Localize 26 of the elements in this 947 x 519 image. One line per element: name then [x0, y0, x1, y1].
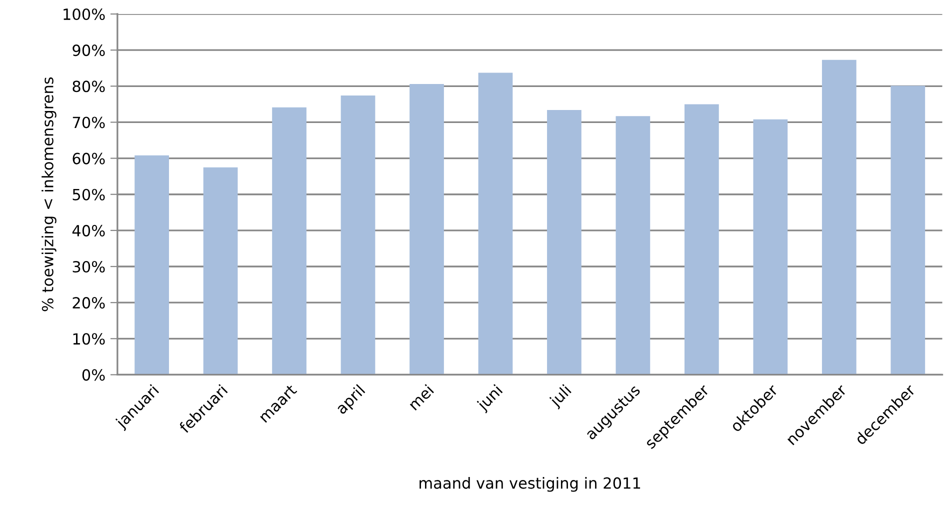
y-tick-label: 90%	[72, 44, 105, 56]
y-tick-label: 30%	[72, 260, 105, 273]
x-tick-label: juli	[548, 384, 574, 410]
x-axis-title: maand van vestiging in 2011	[420, 476, 640, 492]
bar	[547, 110, 582, 375]
bar	[134, 155, 169, 375]
y-tick-label: 40%	[72, 224, 105, 236]
y-tick-label: 50%	[72, 188, 105, 200]
y-tick-label: 60%	[72, 152, 105, 164]
y-tick-label: 80%	[72, 80, 105, 92]
y-tick-label: 0%	[82, 369, 105, 381]
y-tick-label: 10%	[73, 333, 105, 345]
bar	[203, 167, 238, 375]
bar	[890, 86, 926, 375]
bar	[478, 72, 513, 375]
y-axis-title: % toewijzing < inkomensgrens	[42, 77, 56, 312]
bar	[410, 84, 444, 375]
bar	[684, 104, 719, 375]
bar	[753, 119, 788, 375]
bar	[822, 60, 856, 375]
bar	[340, 96, 376, 375]
y-tick-label: 70%	[72, 116, 105, 128]
bar	[272, 107, 306, 375]
y-tick-label: 100%	[64, 8, 105, 20]
bar	[616, 116, 650, 375]
y-tick-label: 20%	[72, 297, 105, 309]
